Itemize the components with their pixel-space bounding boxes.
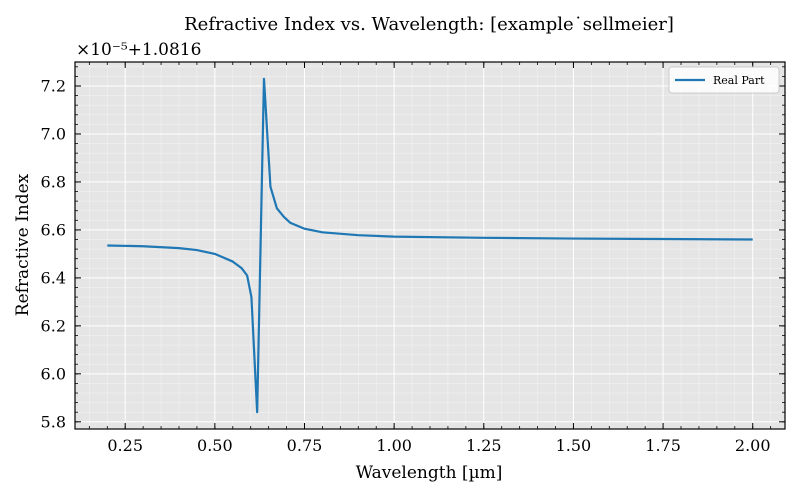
y-axis-offset-label: ×10⁻⁵+1.0816 [76,40,201,60]
axis-ticks [75,62,785,429]
y-tick-label: 6.0 [41,364,66,383]
y-tick-label: 6.2 [41,316,66,335]
x-tick-label: 1.00 [376,436,412,455]
series-line-real-part [107,77,753,414]
y-tick-label: 7.2 [41,76,66,95]
chart-title: Refractive Index vs. Wavelength: [exampl… [184,14,674,35]
legend-box [668,66,780,94]
y-tick-label: 5.8 [41,412,66,431]
y-tick-label: 6.6 [41,220,66,239]
tick-labels: 0.25 0.50 0.75 1.00 1.25 1.50 1.75 2.00 5.8 6.0 6.… [41,76,771,455]
x-tick-label: 0.25 [107,436,143,455]
x-tick-label: 1.25 [466,436,502,455]
x-tick-label: 2.00 [735,436,771,455]
x-axis-label: Wavelength [µm] [356,463,503,483]
y-tick-label: 7.0 [41,124,66,143]
x-tick-label: 1.75 [645,436,681,455]
legend-label-real-part: Real Part [713,74,765,87]
x-tick-label: 0.75 [287,436,323,455]
y-tick-label: 6.4 [41,268,66,287]
legend: Real Part [668,66,780,94]
x-tick-label: 0.50 [197,436,233,455]
y-axis-label: Refractive Index [13,173,33,316]
y-tick-label: 6.8 [41,172,66,191]
x-tick-label: 1.50 [556,436,592,455]
series-layer [107,77,753,414]
